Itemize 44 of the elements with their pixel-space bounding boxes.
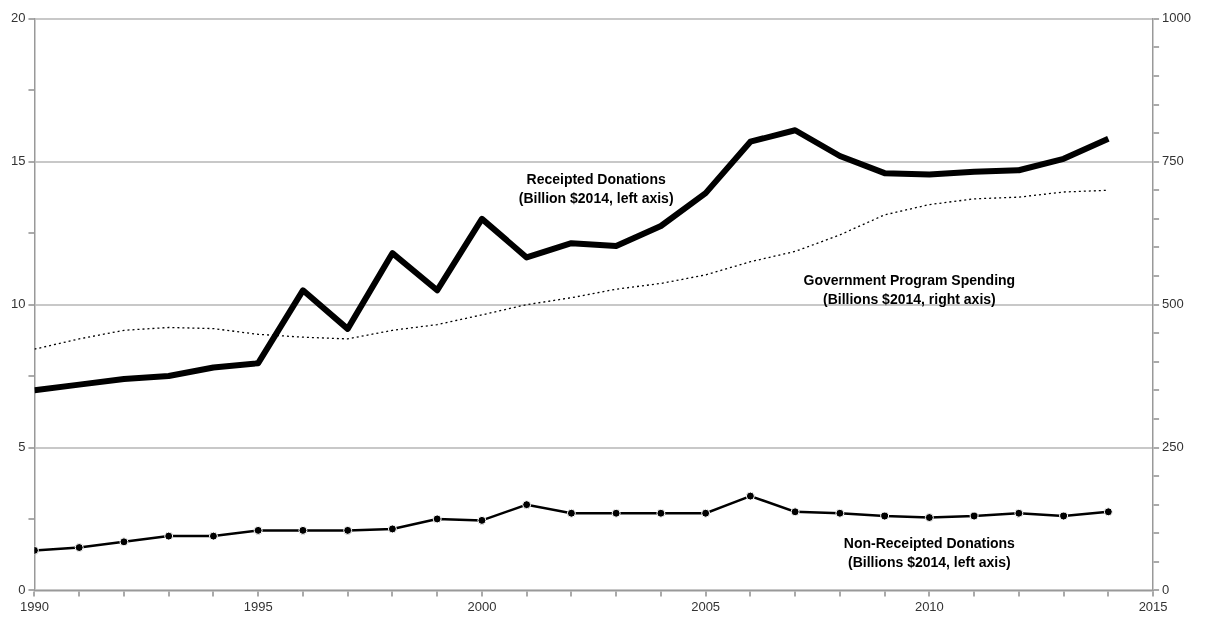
point xyxy=(387,524,397,534)
point xyxy=(969,511,979,521)
y-tick-label: 5 xyxy=(18,439,26,455)
x-tick-label: 2000 xyxy=(467,598,497,614)
line-series xyxy=(34,189,1109,350)
y2-tick-label: 250 xyxy=(1162,439,1184,455)
x-tick-label: 1990 xyxy=(20,598,49,614)
y2-tick-label: 500 xyxy=(1162,296,1184,312)
y-tick-label: 10 xyxy=(10,296,26,312)
x-tick-label: 2005 xyxy=(691,598,721,614)
point xyxy=(208,531,218,541)
y2-tick-label: 0 xyxy=(1162,581,1170,597)
point xyxy=(1059,511,1069,521)
x-tick-label: 1995 xyxy=(243,598,273,614)
point xyxy=(74,543,84,553)
point xyxy=(432,514,442,524)
point xyxy=(745,491,755,501)
point xyxy=(522,500,532,510)
y-tick-label: 0 xyxy=(18,581,26,597)
point xyxy=(1103,507,1113,517)
point xyxy=(701,508,711,518)
point xyxy=(835,508,845,518)
series-label: Non-Receipted Donations (Billions $2014, left axis) xyxy=(843,534,1016,570)
x-tick-label: 2015 xyxy=(1138,598,1168,614)
point xyxy=(477,515,487,525)
point xyxy=(880,511,890,521)
x-tick-label: 2010 xyxy=(914,598,944,614)
point xyxy=(119,537,129,547)
point xyxy=(924,513,934,523)
point xyxy=(566,508,576,518)
y-tick-label: 15 xyxy=(10,153,26,169)
point xyxy=(343,525,353,535)
series-label: Government Program Spending (Billions $2014, right axis) xyxy=(803,271,1016,307)
y2-tick-label: 750 xyxy=(1162,153,1184,169)
point xyxy=(656,508,666,518)
point xyxy=(253,525,263,535)
point xyxy=(298,525,308,535)
y-tick-label: 20 xyxy=(10,10,26,26)
y2-tick-label: 1000 xyxy=(1162,10,1191,26)
series-label: Receipted Donations (Billion $2014, left axis) xyxy=(518,171,674,207)
point xyxy=(1014,508,1024,518)
point xyxy=(790,507,800,517)
point xyxy=(164,531,174,541)
point xyxy=(611,508,621,518)
